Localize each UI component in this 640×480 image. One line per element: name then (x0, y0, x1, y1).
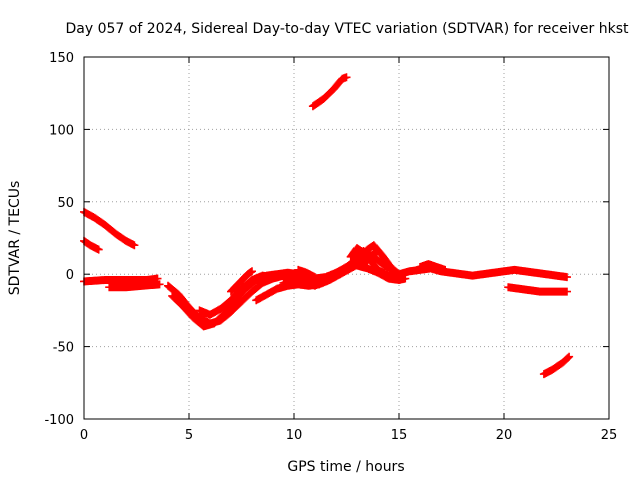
series-arc-10 (227, 267, 256, 296)
y-tick-label: 100 (49, 123, 74, 138)
series-arc-2 (80, 236, 103, 254)
series-arc-18 (416, 260, 450, 274)
data-marks (80, 73, 574, 379)
x-axis-title: GPS time / hours (287, 459, 404, 475)
series-arc-19 (504, 283, 571, 296)
y-axis-title: SDTVAR / TECUs (7, 181, 23, 296)
series-arc-4 (539, 352, 574, 379)
series-arc-9 (195, 271, 277, 319)
data-point-markers (105, 280, 164, 292)
data-point-markers (504, 283, 571, 296)
series-arc-13 (294, 265, 319, 282)
plot-frame (83, 56, 610, 420)
data-point-markers (539, 352, 574, 379)
x-tick-label: 25 (601, 428, 618, 443)
x-tick-label: 5 (185, 428, 193, 443)
y-tick-label: 0 (66, 268, 74, 283)
y-tick-label: 50 (57, 196, 74, 211)
data-point-markers (294, 265, 319, 282)
y-tick-label: 150 (49, 51, 74, 66)
data-point-markers (308, 73, 351, 111)
series-arc-6 (105, 280, 164, 292)
x-tick-label: 10 (286, 428, 303, 443)
data-point-markers (416, 260, 450, 274)
grid (84, 57, 609, 419)
data-point-markers (80, 236, 103, 254)
x-tick-label: 20 (496, 428, 513, 443)
series-arc-16 (346, 244, 403, 282)
data-point-markers (227, 267, 256, 296)
data-point-markers (346, 244, 403, 282)
series-arc-3 (308, 73, 351, 111)
x-tick-label: 15 (391, 428, 408, 443)
data-point-markers (195, 271, 277, 319)
x-tick-label: 0 (80, 428, 88, 443)
chart-title: Day 057 of 2024, Sidereal Day-to-day VTE… (66, 21, 629, 37)
ticks: 0 5 10 15 20 25 -100 -50 0 50 100 150 (44, 51, 617, 443)
y-tick-label: -100 (44, 413, 74, 428)
y-tick-label: -50 (53, 341, 74, 356)
